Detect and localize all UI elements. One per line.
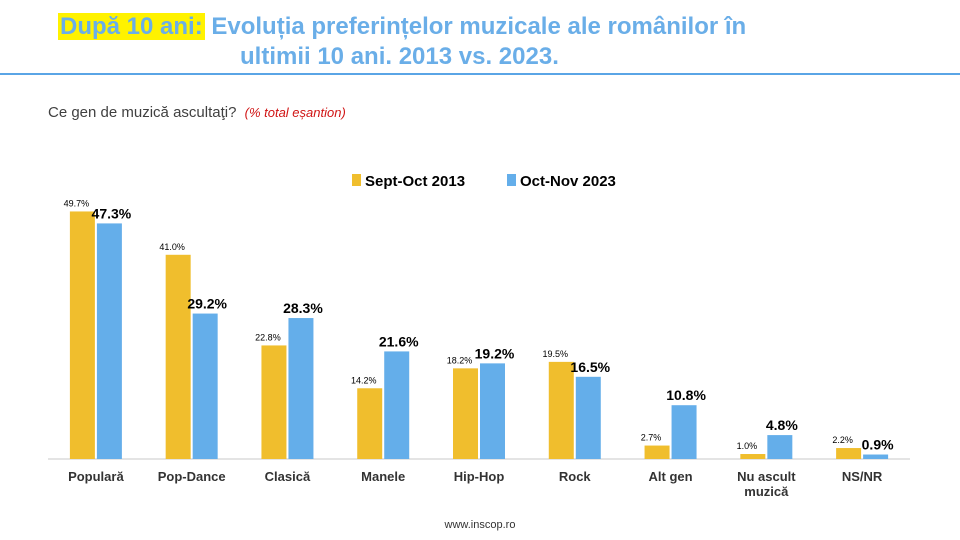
data-label-1-2: 28.3% bbox=[283, 300, 323, 316]
bar-0-0 bbox=[69, 211, 95, 459]
category-label-7-line-1: muzică bbox=[744, 484, 789, 499]
bar-0-1 bbox=[165, 254, 191, 459]
bar-1-4 bbox=[480, 363, 505, 459]
bar-chart: Sept-Oct 2013 Oct-Nov 2023 49.7%47.3% Popul… bbox=[48, 173, 910, 499]
bar-1-1 bbox=[192, 313, 218, 459]
data-label-1-6: 10.8% bbox=[666, 387, 706, 403]
legend-label-1: Oct-Nov 2023 bbox=[520, 173, 616, 190]
title: După 10 ani: Evoluția preferințelor muzi… bbox=[58, 12, 938, 72]
category-label-3: Manele bbox=[361, 469, 405, 484]
data-label-1-7: 4.8% bbox=[766, 417, 798, 433]
bar-0-4 bbox=[453, 368, 478, 459]
title-text-1: Evoluția preferințelor muzicale ale româ… bbox=[211, 13, 747, 40]
bar-0-2 bbox=[261, 345, 287, 459]
question-note: (% total eșantion) bbox=[244, 105, 346, 120]
title-line-2: ultimii 10 ani. 2013 vs. 2023. bbox=[240, 43, 559, 70]
data-label-0-6: 2.7% bbox=[641, 433, 662, 443]
bar-1-3 bbox=[384, 351, 410, 459]
legend-swatch-0 bbox=[352, 174, 361, 186]
bar-1-8 bbox=[863, 454, 889, 459]
bar-1-5 bbox=[575, 376, 601, 459]
data-label-0-1: 41.0% bbox=[159, 242, 185, 252]
category-label-5: Rock bbox=[559, 469, 592, 484]
data-label-0-8: 2.2% bbox=[832, 435, 853, 445]
bar-0-8 bbox=[836, 448, 862, 459]
data-label-1-5: 16.5% bbox=[570, 359, 610, 375]
category-label-6: Alt gen bbox=[649, 469, 693, 484]
legend-swatch-1 bbox=[507, 174, 516, 186]
data-label-0-5: 19.5% bbox=[543, 349, 569, 359]
title-line-1: După 10 ani: Evoluția preferințelor muzi… bbox=[58, 12, 938, 42]
title-prefix: După 10 ani: bbox=[58, 13, 205, 40]
data-label-0-4: 18.2% bbox=[447, 355, 473, 365]
bar-1-6 bbox=[671, 405, 697, 459]
data-label-0-7: 1.0% bbox=[737, 441, 758, 451]
bar-0-6 bbox=[644, 445, 670, 459]
data-label-0-0: 49.7% bbox=[64, 198, 90, 208]
title-divider bbox=[0, 73, 960, 75]
bar-0-5 bbox=[548, 361, 574, 459]
data-label-0-2: 22.8% bbox=[255, 332, 281, 342]
category-label-1: Pop-Dance bbox=[158, 469, 226, 484]
bar-1-7 bbox=[767, 435, 793, 459]
legend-label-0: Sept-Oct 2013 bbox=[365, 173, 465, 190]
data-label-0-3: 14.2% bbox=[351, 375, 377, 385]
data-label-1-8: 0.9% bbox=[862, 437, 894, 453]
bar-0-7 bbox=[740, 454, 766, 459]
category-label-0: Populară bbox=[68, 469, 124, 484]
category-label-8: NS/NR bbox=[842, 469, 883, 484]
category-label-7-line-0: Nu ascult bbox=[737, 469, 796, 484]
question: Ce gen de muzică ascultaţi? (% total eșa… bbox=[48, 104, 346, 121]
category-label-4: Hip-Hop bbox=[454, 469, 505, 484]
data-label-1-3: 21.6% bbox=[379, 333, 419, 349]
data-label-1-1: 29.2% bbox=[187, 296, 227, 312]
question-text: Ce gen de muzică ascultaţi? bbox=[48, 104, 237, 121]
data-label-1-4: 19.2% bbox=[475, 345, 515, 361]
bar-1-2 bbox=[288, 318, 314, 459]
data-label-1-0: 47.3% bbox=[92, 205, 132, 221]
category-label-2: Clasică bbox=[265, 469, 311, 484]
bar-0-3 bbox=[357, 388, 383, 459]
bar-1-0 bbox=[96, 223, 122, 459]
source-footer: www.inscop.ro bbox=[444, 519, 516, 531]
